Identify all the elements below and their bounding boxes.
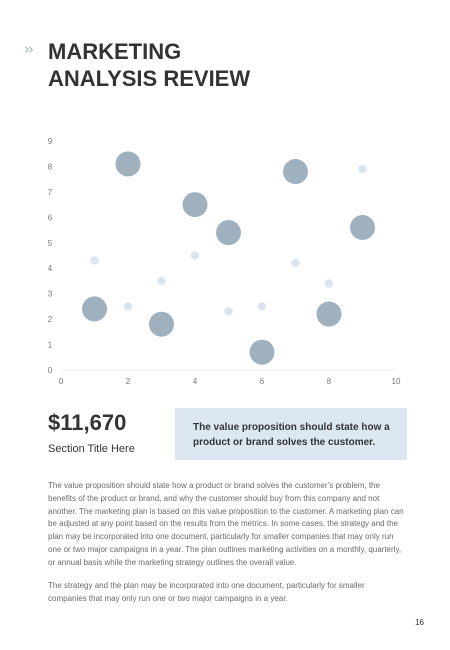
stat-label: Section Title Here xyxy=(48,443,135,455)
x-tick-label: 4 xyxy=(193,377,198,386)
y-tick-label: 8 xyxy=(48,162,53,171)
y-tick-label: 9 xyxy=(48,137,53,146)
page-title: MARKETING ANALYSIS REVIEW xyxy=(48,38,308,92)
bubble-large xyxy=(249,339,275,365)
bubble-large xyxy=(316,301,342,327)
bubble-small xyxy=(291,258,300,268)
callout-text: The value proposition should state how a… xyxy=(193,422,390,448)
x-tick-label: 6 xyxy=(260,377,265,386)
stat-value: $11,670 xyxy=(48,410,127,435)
page-number: 16 xyxy=(415,618,424,627)
y-tick-label: 6 xyxy=(48,213,53,222)
y-tick-label: 3 xyxy=(48,290,53,299)
callout-box: The value proposition should state how a… xyxy=(175,408,407,460)
bubble-small xyxy=(123,302,133,311)
y-tick-label: 7 xyxy=(48,188,53,197)
body-paragraph-2: The strategy and the plan may be incorpo… xyxy=(48,581,365,603)
bubble-large xyxy=(115,151,141,177)
title-line-1: MARKETING xyxy=(48,39,182,64)
body-paragraph-1: The value proposition should state how a… xyxy=(48,481,404,567)
bubble-chart: 0 1 2 3 4 5 6 7 8 9 0 2 4 6 8 10 xyxy=(48,137,401,386)
bubble-small xyxy=(90,256,99,265)
title-line-2: ANALYSIS REVIEW xyxy=(48,66,251,91)
bubble-large xyxy=(283,159,308,185)
bubble-large xyxy=(149,311,174,337)
bubble-small xyxy=(257,302,267,311)
bubble-small xyxy=(190,251,200,260)
bubble-large xyxy=(82,296,107,322)
bubble-small xyxy=(324,279,334,288)
bubble-small xyxy=(224,307,233,316)
x-tick-label: 2 xyxy=(126,377,131,386)
y-tick-label: 0 xyxy=(48,366,53,375)
double-chevron-right-icon: ›› xyxy=(24,40,34,58)
y-tick-label: 1 xyxy=(48,341,53,350)
x-tick-label: 8 xyxy=(327,377,332,386)
bubble-small xyxy=(157,276,166,286)
x-tick-label: 0 xyxy=(59,377,64,386)
x-tick-label: 10 xyxy=(392,377,401,386)
y-tick-label: 5 xyxy=(48,239,53,248)
y-tick-label: 4 xyxy=(48,264,53,273)
bubble-small xyxy=(358,164,367,174)
bubble-large xyxy=(182,192,208,218)
y-tick-label: 2 xyxy=(48,315,53,324)
bubble-large xyxy=(216,220,241,246)
bubble-large xyxy=(350,215,375,241)
